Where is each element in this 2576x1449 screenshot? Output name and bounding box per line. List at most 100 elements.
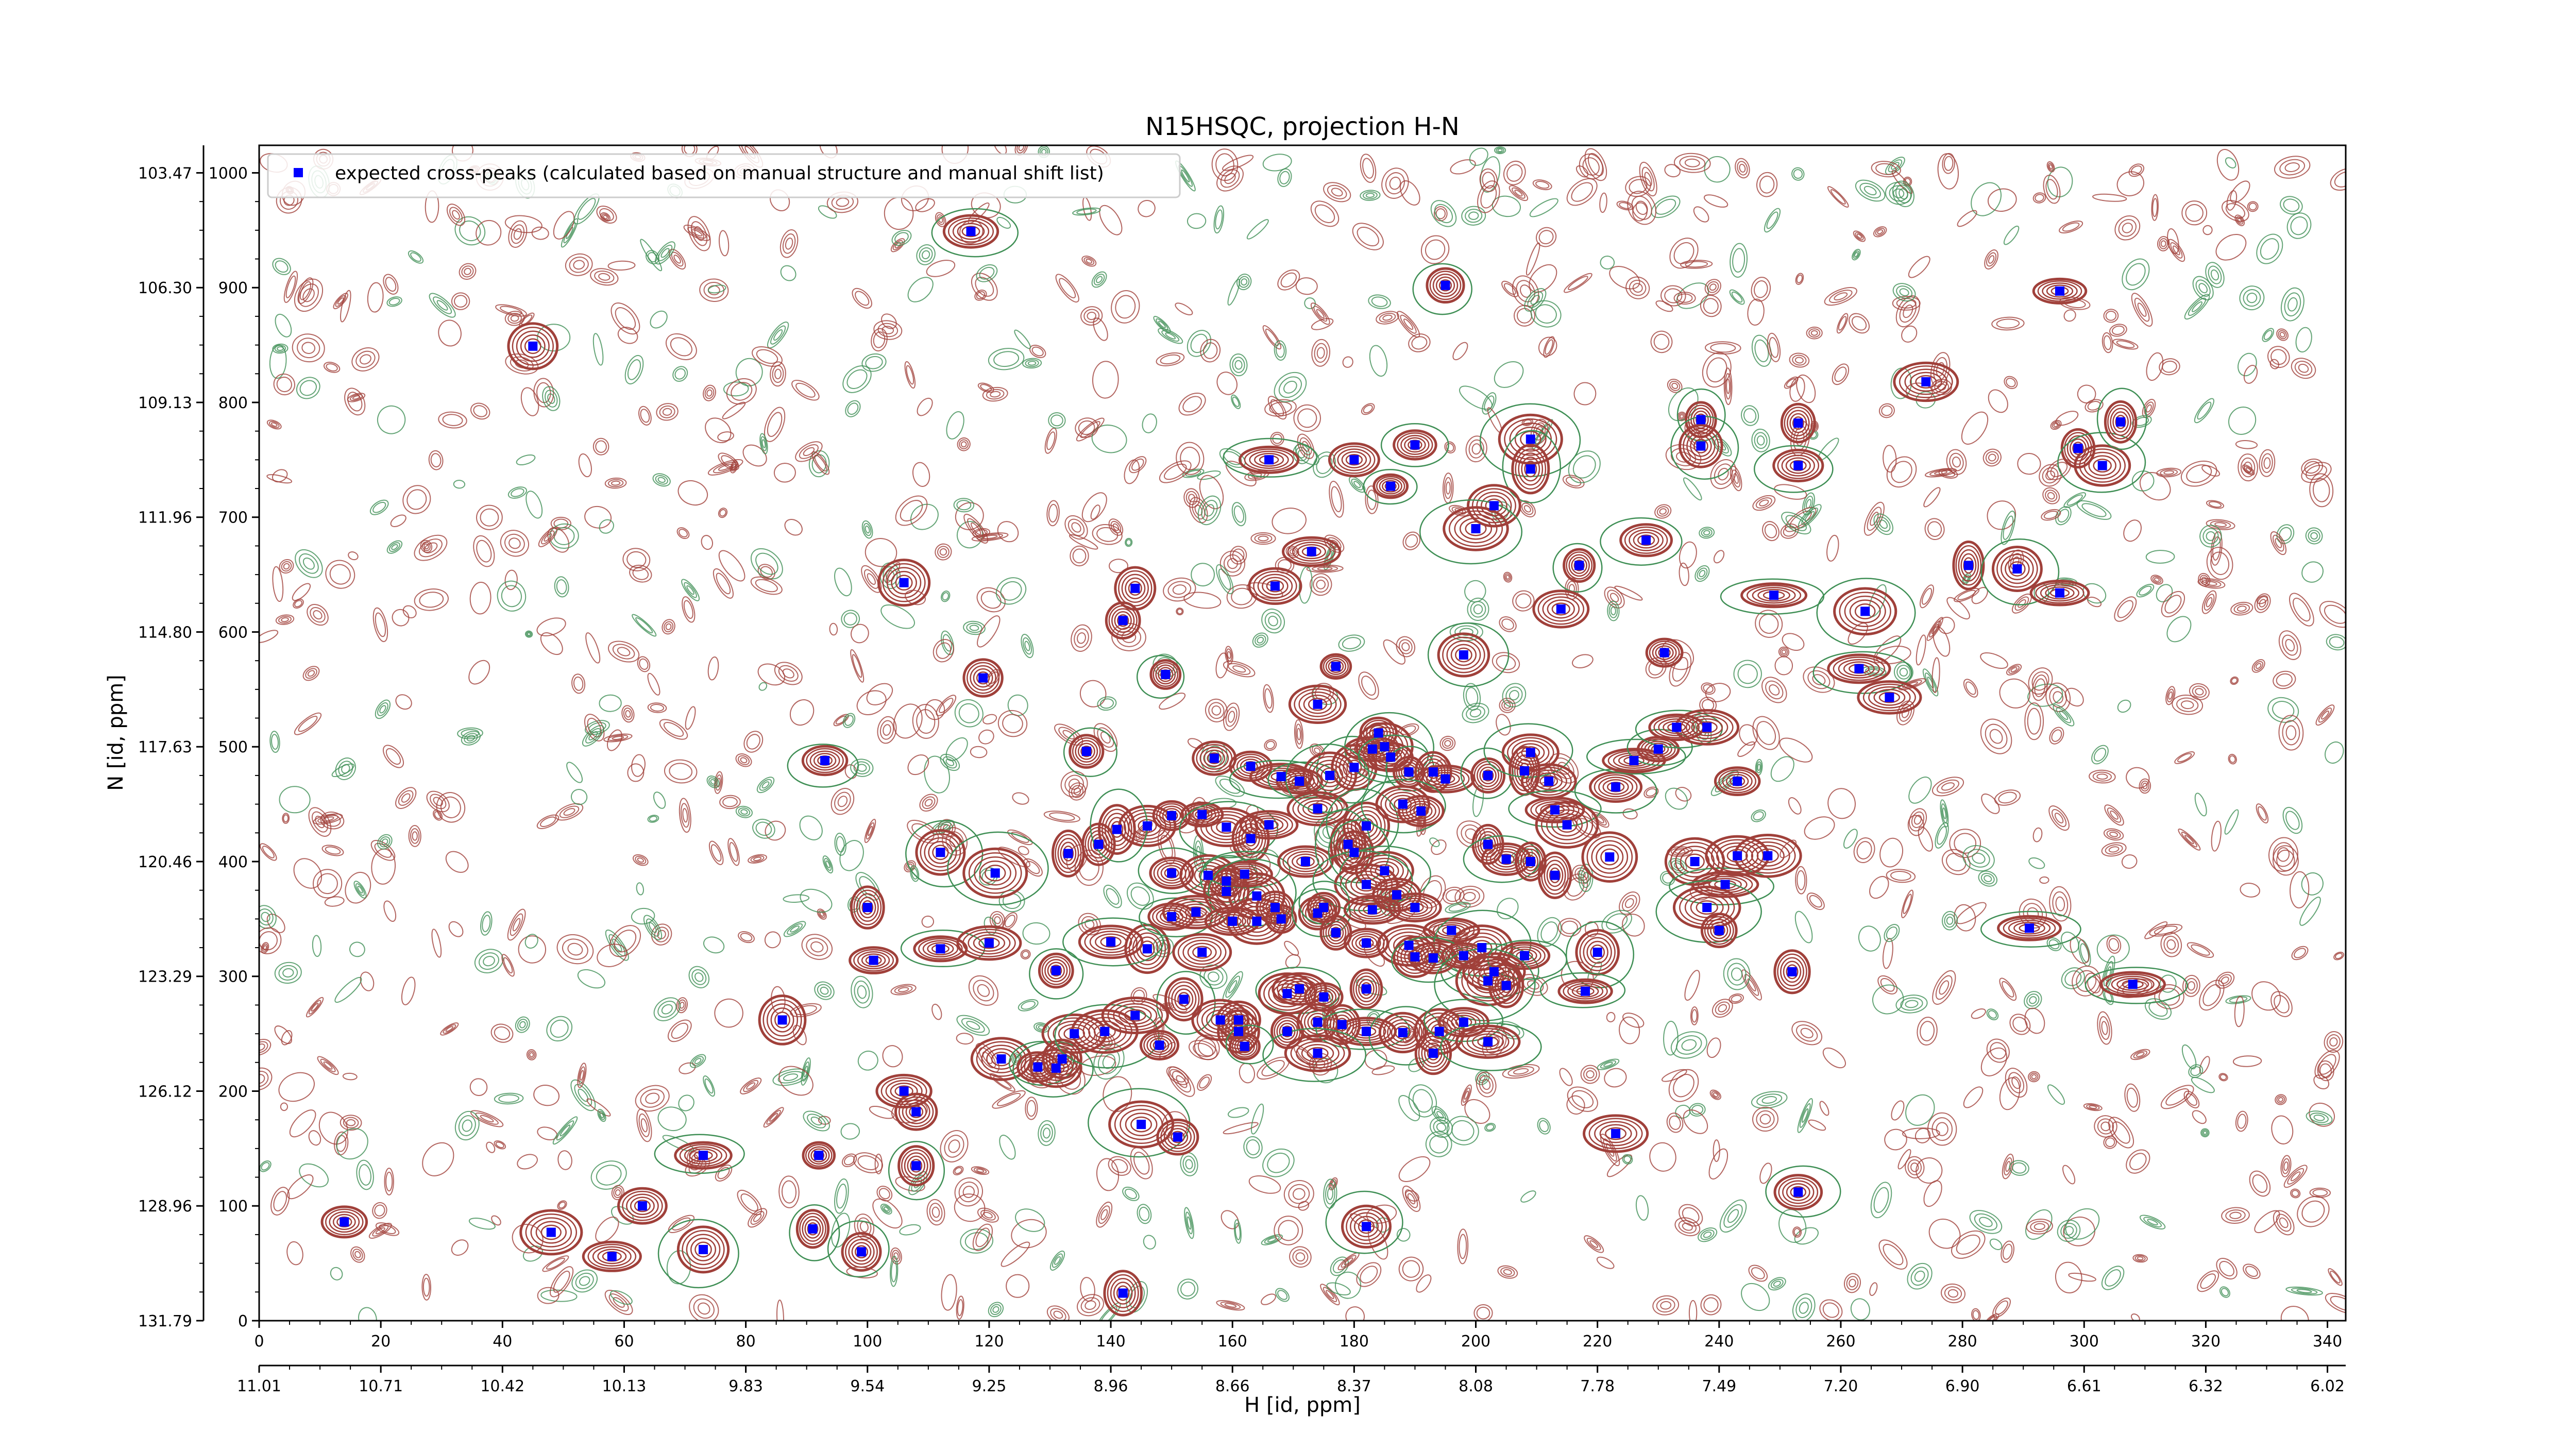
x-tick-label: 340	[2313, 1333, 2342, 1351]
noise-contour	[769, 1113, 778, 1122]
noise-contour	[1656, 1298, 1675, 1313]
noise-contour	[1893, 662, 1913, 683]
noise-contour	[470, 402, 490, 420]
noise-contour	[849, 898, 859, 911]
peak-marker	[1319, 903, 1329, 913]
noise-contour	[571, 1269, 598, 1293]
noise-contour	[1083, 257, 1095, 265]
noise-contour	[1081, 916, 1098, 932]
noise-contour	[1053, 1310, 1063, 1319]
peak-marker	[1057, 1054, 1067, 1064]
noise-contour	[2174, 751, 2195, 764]
noise-contour	[2047, 492, 2055, 500]
noise-contour	[2187, 981, 2195, 991]
noise-contour	[1445, 889, 1462, 902]
noise-contour	[1215, 652, 1229, 679]
noise-contour	[2116, 171, 2144, 196]
noise-contour	[2210, 531, 2223, 566]
noise-contour	[1635, 1195, 1649, 1221]
noise-contour	[960, 1228, 994, 1254]
noise-contour	[645, 1092, 660, 1104]
noise-contour	[1323, 182, 1351, 203]
peak-marker	[1720, 880, 1730, 889]
noise-contour	[386, 540, 403, 554]
noise-contour	[1054, 1256, 1061, 1265]
noise-contour	[2059, 221, 2083, 233]
noise-contour	[2267, 346, 2290, 368]
noise-contour	[2211, 820, 2222, 852]
peak-marker	[1733, 851, 1742, 861]
y-tick-label: 500	[218, 738, 248, 756]
noise-contour	[1714, 463, 1733, 485]
peak-marker	[1295, 984, 1304, 994]
noise-contour	[938, 819, 956, 838]
peak-marker	[1386, 752, 1396, 762]
noise-contour	[2278, 715, 2304, 751]
noise-contour	[1980, 652, 2008, 669]
noise-contour	[818, 910, 826, 918]
noise-contour	[453, 480, 466, 489]
ppm-y-tick-label: 123.29	[138, 968, 192, 986]
ppm-x-tick-label: 10.71	[359, 1377, 403, 1395]
noise-contour	[1020, 949, 1031, 959]
ppm-x-tick-label: 6.90	[1945, 1377, 1980, 1395]
x-tick-label: 120	[974, 1333, 1004, 1351]
peak-marker	[862, 903, 872, 913]
noise-contour	[1297, 408, 1317, 428]
peak-marker	[1137, 1120, 1146, 1130]
noise-contour	[2111, 325, 2125, 335]
noise-contour	[1673, 242, 1694, 264]
ppm-y-tick-label: 106.30	[138, 279, 192, 297]
noise-contour	[1182, 396, 1202, 413]
noise-contour	[2151, 194, 2159, 221]
background-contours	[259, 145, 2346, 1321]
x-tick-label: 280	[1947, 1333, 1977, 1351]
noise-contour	[1691, 1105, 1704, 1115]
noise-contour	[414, 588, 449, 611]
noise-contour	[1078, 913, 1101, 936]
peak-marker	[1343, 839, 1353, 849]
noise-contour	[2112, 1121, 2130, 1144]
noise-contour	[799, 815, 823, 840]
noise-contour	[1892, 283, 1916, 302]
noise-contour	[937, 546, 950, 558]
noise-contour	[1228, 663, 1251, 675]
noise-contour	[457, 727, 483, 739]
noise-contour	[1504, 573, 1511, 581]
noise-contour	[1187, 213, 1207, 229]
noise-contour	[1472, 785, 1484, 817]
noise-contour	[1923, 487, 1941, 508]
noise-contour	[1168, 1066, 1195, 1097]
noise-contour	[938, 823, 948, 831]
noise-contour	[1006, 1274, 1030, 1298]
noise-contour	[1099, 1306, 1117, 1321]
peak-marker	[1733, 777, 1742, 786]
peak-marker	[1526, 748, 1535, 757]
noise-contour	[1619, 891, 1640, 915]
noise-contour	[1232, 357, 1245, 373]
noise-contour	[1699, 527, 1715, 539]
noise-contour	[2309, 473, 2334, 508]
noise-contour	[966, 622, 982, 633]
noise-contour	[1908, 808, 1927, 832]
ppm-y-tick-label: 114.80	[138, 624, 192, 642]
noise-contour	[665, 333, 697, 360]
noise-contour	[694, 972, 704, 982]
noise-contour	[867, 573, 876, 585]
y-tick-label: 100	[218, 1198, 248, 1216]
noise-contour	[1469, 147, 1488, 166]
noise-contour	[321, 845, 344, 856]
noise-contour	[2225, 157, 2236, 169]
noise-contour	[2158, 987, 2180, 1006]
noise-contour	[1583, 1067, 1597, 1082]
noise-contour	[1304, 297, 1316, 309]
peak-marker	[1611, 1128, 1621, 1138]
peak-marker	[1501, 981, 1511, 990]
noise-contour	[1691, 1009, 1698, 1023]
noise-contour	[2190, 1066, 2201, 1076]
noise-contour	[1060, 771, 1088, 798]
noise-contour	[980, 591, 1002, 609]
peak-marker	[1690, 857, 1700, 866]
noise-contour	[1794, 357, 1804, 364]
noise-contour	[2255, 663, 2262, 669]
